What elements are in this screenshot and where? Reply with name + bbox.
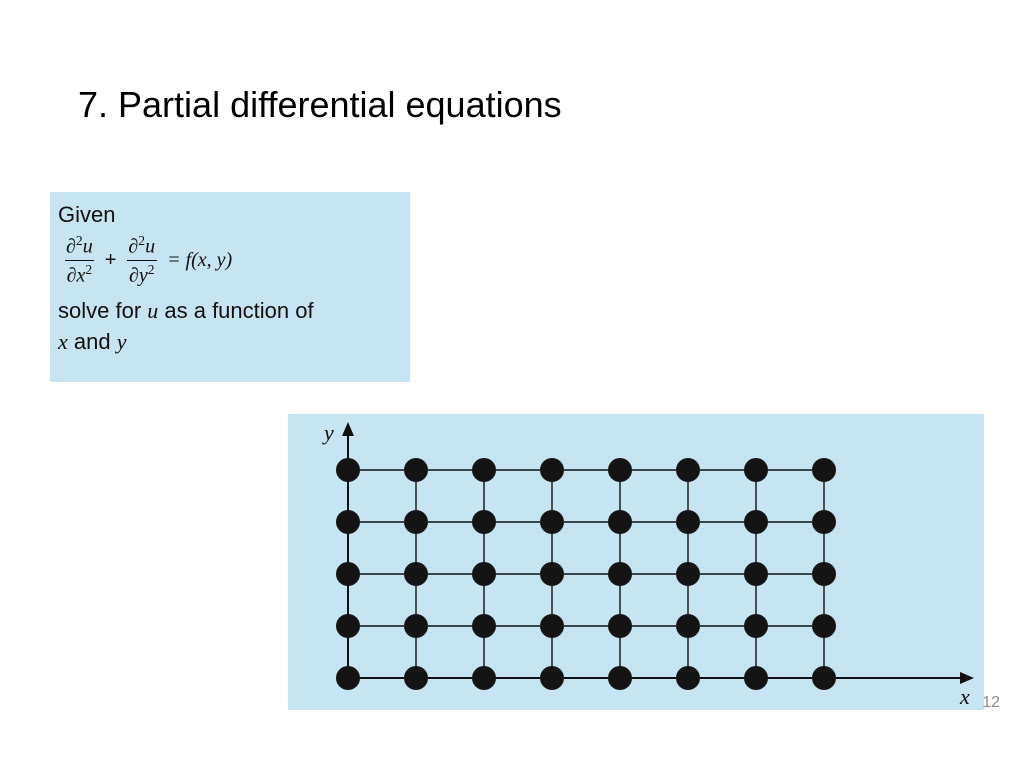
given-label: Given [58, 202, 402, 228]
equation-panel: Given ∂2u ∂x2 + ∂2u ∂y2 = f(x, y) solve … [50, 192, 410, 382]
svg-text:x: x [959, 684, 970, 709]
slide-title: 7. Partial differential equations [78, 84, 562, 126]
pde-equation: ∂2u ∂x2 + ∂2u ∂y2 = f(x, y) [64, 234, 402, 286]
grid-diagram: yx [288, 414, 984, 710]
fraction-d2u-dx2: ∂2u ∂x2 [64, 234, 95, 286]
page-number: 12 [982, 694, 1000, 712]
svg-text:y: y [322, 420, 334, 445]
equation-description: solve for u as a function of x and y [58, 296, 402, 358]
grid-diagram-panel: yx [288, 414, 984, 710]
plus-sign: + [105, 249, 117, 272]
equals-rhs: = f(x, y) [167, 249, 232, 272]
fraction-d2u-dy2: ∂2u ∂y2 [126, 234, 157, 286]
